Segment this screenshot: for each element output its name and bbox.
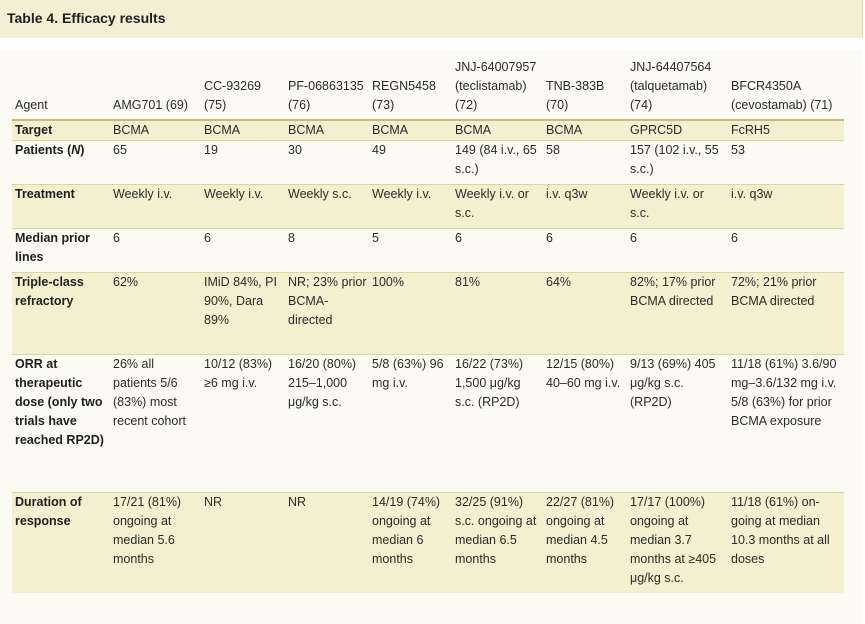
table-panel: Agent AMG701 (69) CC-93269 (75) PF-06863… xyxy=(0,50,862,624)
table-cell: FcRH5 xyxy=(728,120,844,141)
table-cell: 58 xyxy=(543,140,627,185)
table-cell: NR xyxy=(201,492,285,593)
table-cell: BCMA xyxy=(201,120,285,141)
table-cell: 11/18 (61%) on-going at median 10.3 mont… xyxy=(728,492,844,593)
table-cell: i.v. q3w xyxy=(543,184,627,229)
title-gap xyxy=(0,38,862,50)
table-cell: 16/22 (73%) 1,500 μg/kg s.c. (RP2D) xyxy=(452,354,543,493)
table-cell: Weekly i.v. or s.c. xyxy=(627,184,728,229)
table-cell: Weekly i.v. xyxy=(201,184,285,229)
table-cell: BCMA xyxy=(543,120,627,141)
header-agent: Agent xyxy=(12,58,110,121)
table-cell: 12/15 (80%) 40–60 mg i.v. xyxy=(543,354,627,493)
header-talquetamab: JNJ-64407564 (talquetamab) (74) xyxy=(627,58,728,121)
table-cell: 5/8 (63%) 96 mg i.v. xyxy=(369,354,452,493)
table-cell: 6 xyxy=(201,228,285,273)
table-cell: 19 xyxy=(201,140,285,185)
table-cell: BCMA xyxy=(285,120,369,141)
table-cell: 17/17 (100%) ongoing at median 3.7 month… xyxy=(627,492,728,593)
header-row: Agent AMG701 (69) CC-93269 (75) PF-06863… xyxy=(12,58,844,121)
table-cell: IMiD 84%, PI 90%, Dara 89% xyxy=(201,272,285,355)
row-label-end: ) xyxy=(80,143,85,157)
table-cell: 9/13 (69%) 405 μg/kg s.c. (RP2D) xyxy=(627,354,728,493)
table-cell: 157 (102 i.v., 55 s.c.) xyxy=(627,140,728,185)
table-cell: 81% xyxy=(452,272,543,355)
row-label: Target xyxy=(12,120,110,141)
table-cell: 30 xyxy=(285,140,369,185)
table-cell: Weekly i.v. xyxy=(369,184,452,229)
header-cc93269: CC-93269 (75) xyxy=(201,58,285,121)
efficacy-table: Agent AMG701 (69) CC-93269 (75) PF-06863… xyxy=(12,58,844,593)
table-cell: 22/27 (81%) ongoing at median 4.5 months xyxy=(543,492,627,593)
row-label: Patients (N) xyxy=(12,140,110,185)
row-triple-class-refractory: Triple-class refractory 62% IMiD 84%, PI… xyxy=(12,272,844,355)
table-cell: 32/25 (91%) s.c. ongoing at median 6.5 m… xyxy=(452,492,543,593)
table-cell: 16/20 (80%) 215–1,000 μg/kg s.c. xyxy=(285,354,369,493)
table-cell: 11/18 (61%) 3.6/90 mg–3.6/132 mg i.v. 5/… xyxy=(728,354,844,493)
table-title: Table 4. Efficacy results xyxy=(7,10,166,26)
table-cell: 100% xyxy=(369,272,452,355)
table-cell: 17/21 (81%) ongoing at median 5.6 months xyxy=(110,492,201,593)
table-cell: 64% xyxy=(543,272,627,355)
row-label: Median prior lines xyxy=(12,228,110,273)
row-label: Triple-class refractory xyxy=(12,272,110,355)
table-cell: 65 xyxy=(110,140,201,185)
row-label-italic: N xyxy=(71,143,81,157)
table-cell: NR xyxy=(285,492,369,593)
table-cell: i.v. q3w xyxy=(728,184,844,229)
row-label: Treatment xyxy=(12,184,110,229)
table-cell: 14/19 (74%) ongoing at median 6 months xyxy=(369,492,452,593)
table-cell: 8 xyxy=(285,228,369,273)
row-median-prior-lines: Median prior lines 6 6 8 5 6 6 6 6 xyxy=(12,228,844,273)
row-patients: Patients (N) 65 19 30 49 149 (84 i.v., 6… xyxy=(12,140,844,185)
title-bar: Table 4. Efficacy results xyxy=(0,0,863,38)
table-cell: BCMA xyxy=(369,120,452,141)
table-cell: NR; 23% prior BCMA-directed xyxy=(285,272,369,355)
table-cell: BCMA xyxy=(452,120,543,141)
table-cell: 82%; 17% prior BCMA directed xyxy=(627,272,728,355)
header-cevostamab: BFCR4350A (cevostamab) (71) xyxy=(728,58,844,121)
table-cell: 6 xyxy=(543,228,627,273)
table-cell: 53 xyxy=(728,140,844,185)
table-cell: 49 xyxy=(369,140,452,185)
table-cell: Weekly s.c. xyxy=(285,184,369,229)
header-teclistamab: JNJ-64007957 (teclistamab) (72) xyxy=(452,58,543,121)
row-orr: ORR at therapeutic dose (only two trials… xyxy=(12,354,844,493)
header-pf06863135: PF-06863135 (76) xyxy=(285,58,369,121)
table-cell: 62% xyxy=(110,272,201,355)
row-label: ORR at therapeutic dose (only two trials… xyxy=(12,354,110,493)
table-cell: BCMA xyxy=(110,120,201,141)
table-cell: 6 xyxy=(728,228,844,273)
header-regn5458: REGN5458 (73) xyxy=(369,58,452,121)
table-cell: Weekly i.v. or s.c. xyxy=(452,184,543,229)
header-tnb383b: TNB-383B (70) xyxy=(543,58,627,121)
row-duration-of-response: Duration of response 17/21 (81%) ongoing… xyxy=(12,492,844,593)
table-cell: 10/12 (83%) ≥6 mg i.v. xyxy=(201,354,285,493)
row-target: Target BCMA BCMA BCMA BCMA BCMA BCMA GPR… xyxy=(12,120,844,141)
row-label: Duration of response xyxy=(12,492,110,593)
table-cell: Weekly i.v. xyxy=(110,184,201,229)
table-cell: 149 (84 i.v., 65 s.c.) xyxy=(452,140,543,185)
row-treatment: Treatment Weekly i.v. Weekly i.v. Weekly… xyxy=(12,184,844,229)
header-amg701: AMG701 (69) xyxy=(110,58,201,121)
table-cell: 26% all patients 5/6 (83%) most recent c… xyxy=(110,354,201,493)
row-label-text: Patients ( xyxy=(15,143,72,157)
table-cell: GPRC5D xyxy=(627,120,728,141)
table-cell: 72%; 21% prior BCMA directed xyxy=(728,272,844,355)
table-cell: 6 xyxy=(452,228,543,273)
table-cell: 6 xyxy=(110,228,201,273)
table-cell: 5 xyxy=(369,228,452,273)
table-cell: 6 xyxy=(627,228,728,273)
